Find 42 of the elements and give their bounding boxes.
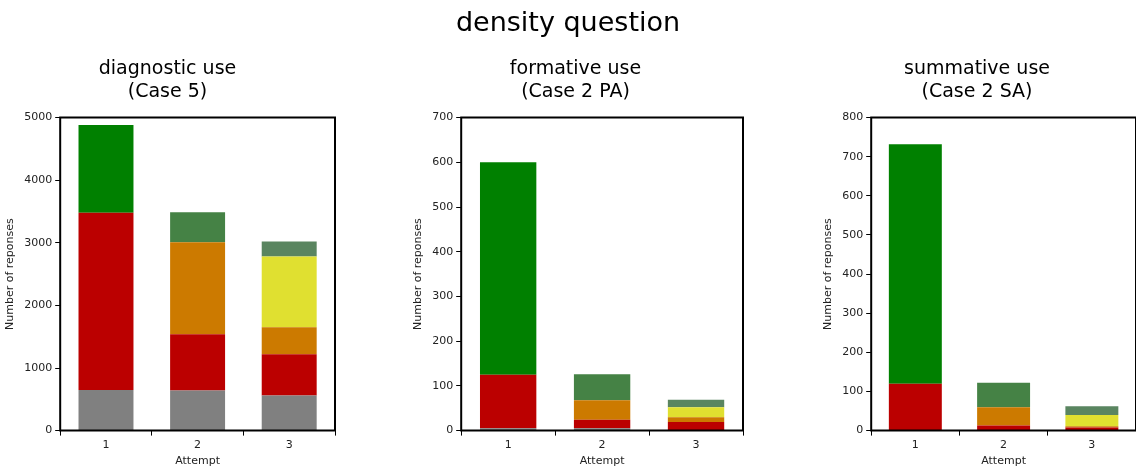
- y-tick-label: 800: [842, 110, 864, 124]
- x-tick-label: 1: [504, 438, 512, 452]
- chart-title: summative use (Case 2 SA): [904, 56, 1050, 102]
- x-tick-label: 2: [1000, 438, 1008, 452]
- x-tick-label: 2: [194, 438, 202, 452]
- chart-title: diagnostic use (Case 5): [98, 56, 237, 102]
- y-tick-label: 100: [842, 384, 864, 398]
- y-tick-label: 3000: [24, 235, 53, 249]
- y-tick-label: 5000: [24, 110, 53, 124]
- y-tick-label: 2000: [24, 298, 53, 312]
- chart-title: formative use (Case 2 PA): [509, 56, 642, 102]
- y-tick-label: 0: [446, 423, 454, 437]
- y-tick-label: 300: [842, 306, 864, 320]
- x-tick-label: 1: [911, 438, 919, 452]
- x-tick-label: 2: [598, 438, 606, 452]
- x-tick-label: 3: [285, 438, 293, 452]
- text: density question: [454, 6, 682, 37]
- y-tick-label: 700: [432, 110, 454, 124]
- y-tick-label: 400: [842, 266, 864, 280]
- y-tick-label: 100: [432, 378, 454, 392]
- x-axis-title: Attempt: [981, 454, 1027, 468]
- y-tick-label: 200: [432, 334, 454, 348]
- y-tick-label: 1000: [24, 360, 53, 374]
- x-tick-label: 3: [1088, 438, 1096, 452]
- x-axis-title: Attempt: [175, 454, 221, 468]
- y-tick-label: 300: [432, 289, 454, 303]
- y-axis-title: Number of reponses: [821, 217, 835, 330]
- y-tick-label: 700: [842, 149, 864, 163]
- y-tick-label: 0: [856, 423, 864, 437]
- y-tick-label: 400: [432, 244, 454, 258]
- y-tick-label: 500: [432, 199, 454, 213]
- x-tick-label: 1: [102, 438, 110, 452]
- y-axis-title: Number of reponses: [3, 217, 17, 330]
- y-tick-label: 500: [842, 227, 864, 241]
- y-tick-label: 600: [842, 188, 864, 202]
- y-tick-label: 0: [45, 423, 53, 437]
- x-tick-label: 3: [692, 438, 700, 452]
- y-tick-label: 200: [842, 345, 864, 359]
- x-axis-title: Attempt: [579, 454, 626, 468]
- y-tick-label: 4000: [24, 173, 53, 187]
- y-tick-label: 600: [432, 155, 454, 169]
- y-axis-title: Number of reponses: [411, 217, 425, 330]
